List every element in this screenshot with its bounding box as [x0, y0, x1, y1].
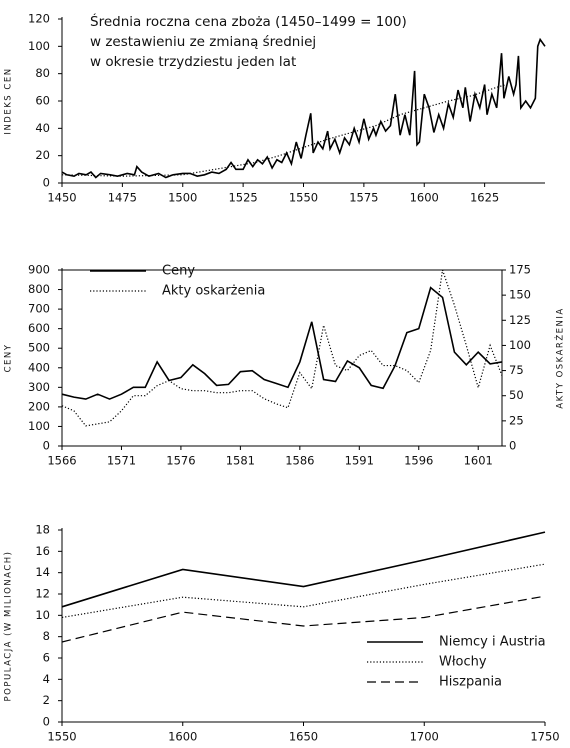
y-tick-label: 200: [28, 399, 50, 413]
y-tick-label: 12: [35, 587, 50, 601]
chart-title: Średnia roczna cena zboża (1450–1499 = 1…: [90, 12, 407, 30]
y2-axis-label: AKTY OSKARŻENIA: [555, 307, 566, 408]
x-tick-label: 1500: [168, 191, 197, 205]
series-line: [61, 595, 546, 643]
x-tick-label: 1591: [345, 454, 374, 468]
y-tick-label: 10: [35, 608, 50, 622]
y-tick-label: 0: [43, 439, 50, 453]
x-tick-label: 1700: [410, 730, 439, 744]
y2-tick-label: 125: [509, 313, 531, 327]
y-tick-label: 8: [43, 629, 50, 643]
x-tick-label: 1600: [410, 191, 439, 205]
x-tick-label: 1525: [228, 191, 257, 205]
y-tick-label: 6: [43, 651, 50, 665]
y2-tick-label: 100: [509, 338, 531, 352]
series-line: [61, 531, 546, 608]
y2-tick-label: 25: [509, 413, 524, 427]
chart-title: w zestawieniu ze zmianą średniej: [90, 34, 316, 50]
legend-label: Hiszpania: [439, 675, 502, 690]
y-tick-label: 400: [28, 360, 50, 374]
x-tick-label: 1450: [47, 191, 76, 205]
y2-tick-label: 50: [509, 388, 524, 402]
y-tick-label: 100: [28, 419, 50, 433]
y-axis-label: INDEKS CEN: [4, 67, 14, 134]
x-tick-label: 1750: [530, 730, 559, 744]
y-tick-label: 80: [35, 66, 50, 80]
series-line: [61, 269, 503, 427]
x-tick-label: 1581: [226, 454, 255, 468]
legend-label: Włochy: [439, 655, 487, 670]
y-tick-label: 0: [43, 176, 50, 190]
y-tick-label: 4: [43, 672, 50, 686]
y-tick-label: 500: [28, 341, 50, 355]
y-tick-label: 40: [35, 121, 50, 135]
x-tick-label: 1650: [289, 730, 318, 744]
x-tick-label: 1571: [107, 454, 136, 468]
y2-tick-label: 75: [509, 363, 524, 377]
y-tick-label: 20: [35, 148, 50, 162]
x-tick-label: 1625: [470, 191, 499, 205]
chart-title: w okresie trzydziestu jeden lat: [90, 54, 296, 70]
y-tick-label: 14: [35, 565, 50, 579]
x-tick-label: 1600: [168, 730, 197, 744]
y2-tick-label: 150: [509, 288, 531, 302]
y-tick-label: 600: [28, 321, 50, 335]
series-line: [61, 84, 507, 177]
y-tick-label: 800: [28, 282, 50, 296]
x-tick-label: 1550: [289, 191, 318, 205]
x-tick-label: 1586: [285, 454, 314, 468]
y-tick-label: 60: [35, 94, 50, 108]
x-tick-label: 1575: [349, 191, 378, 205]
legend-label: Niemcy i Austria: [439, 635, 546, 650]
y-tick-label: 0: [43, 715, 50, 729]
series-line: [61, 37, 546, 179]
y-tick-label: 300: [28, 380, 50, 394]
y2-tick-label: 175: [509, 263, 531, 277]
legend-label: Akty oskarżenia: [162, 284, 265, 299]
legend-label: Ceny: [162, 264, 195, 279]
y-tick-label: 900: [28, 263, 50, 277]
y-tick-label: 100: [28, 39, 50, 53]
series-line: [61, 286, 503, 400]
x-tick-label: 1475: [108, 191, 137, 205]
y-tick-label: 700: [28, 302, 50, 316]
y-axis-label: CENY: [4, 344, 14, 373]
y-tick-label: 16: [35, 544, 50, 558]
x-tick-label: 1550: [47, 730, 76, 744]
y-tick-label: 120: [28, 12, 50, 26]
x-tick-label: 1566: [47, 454, 76, 468]
x-tick-label: 1596: [404, 454, 433, 468]
y2-tick-label: 0: [509, 439, 516, 453]
x-tick-label: 1601: [464, 454, 493, 468]
x-tick-label: 1576: [166, 454, 195, 468]
y-axis-label: POPULACJA (W MILIONACH): [4, 551, 14, 702]
y-tick-label: 2: [43, 693, 50, 707]
y-tick-label: 18: [35, 523, 50, 537]
series-line: [61, 563, 546, 619]
